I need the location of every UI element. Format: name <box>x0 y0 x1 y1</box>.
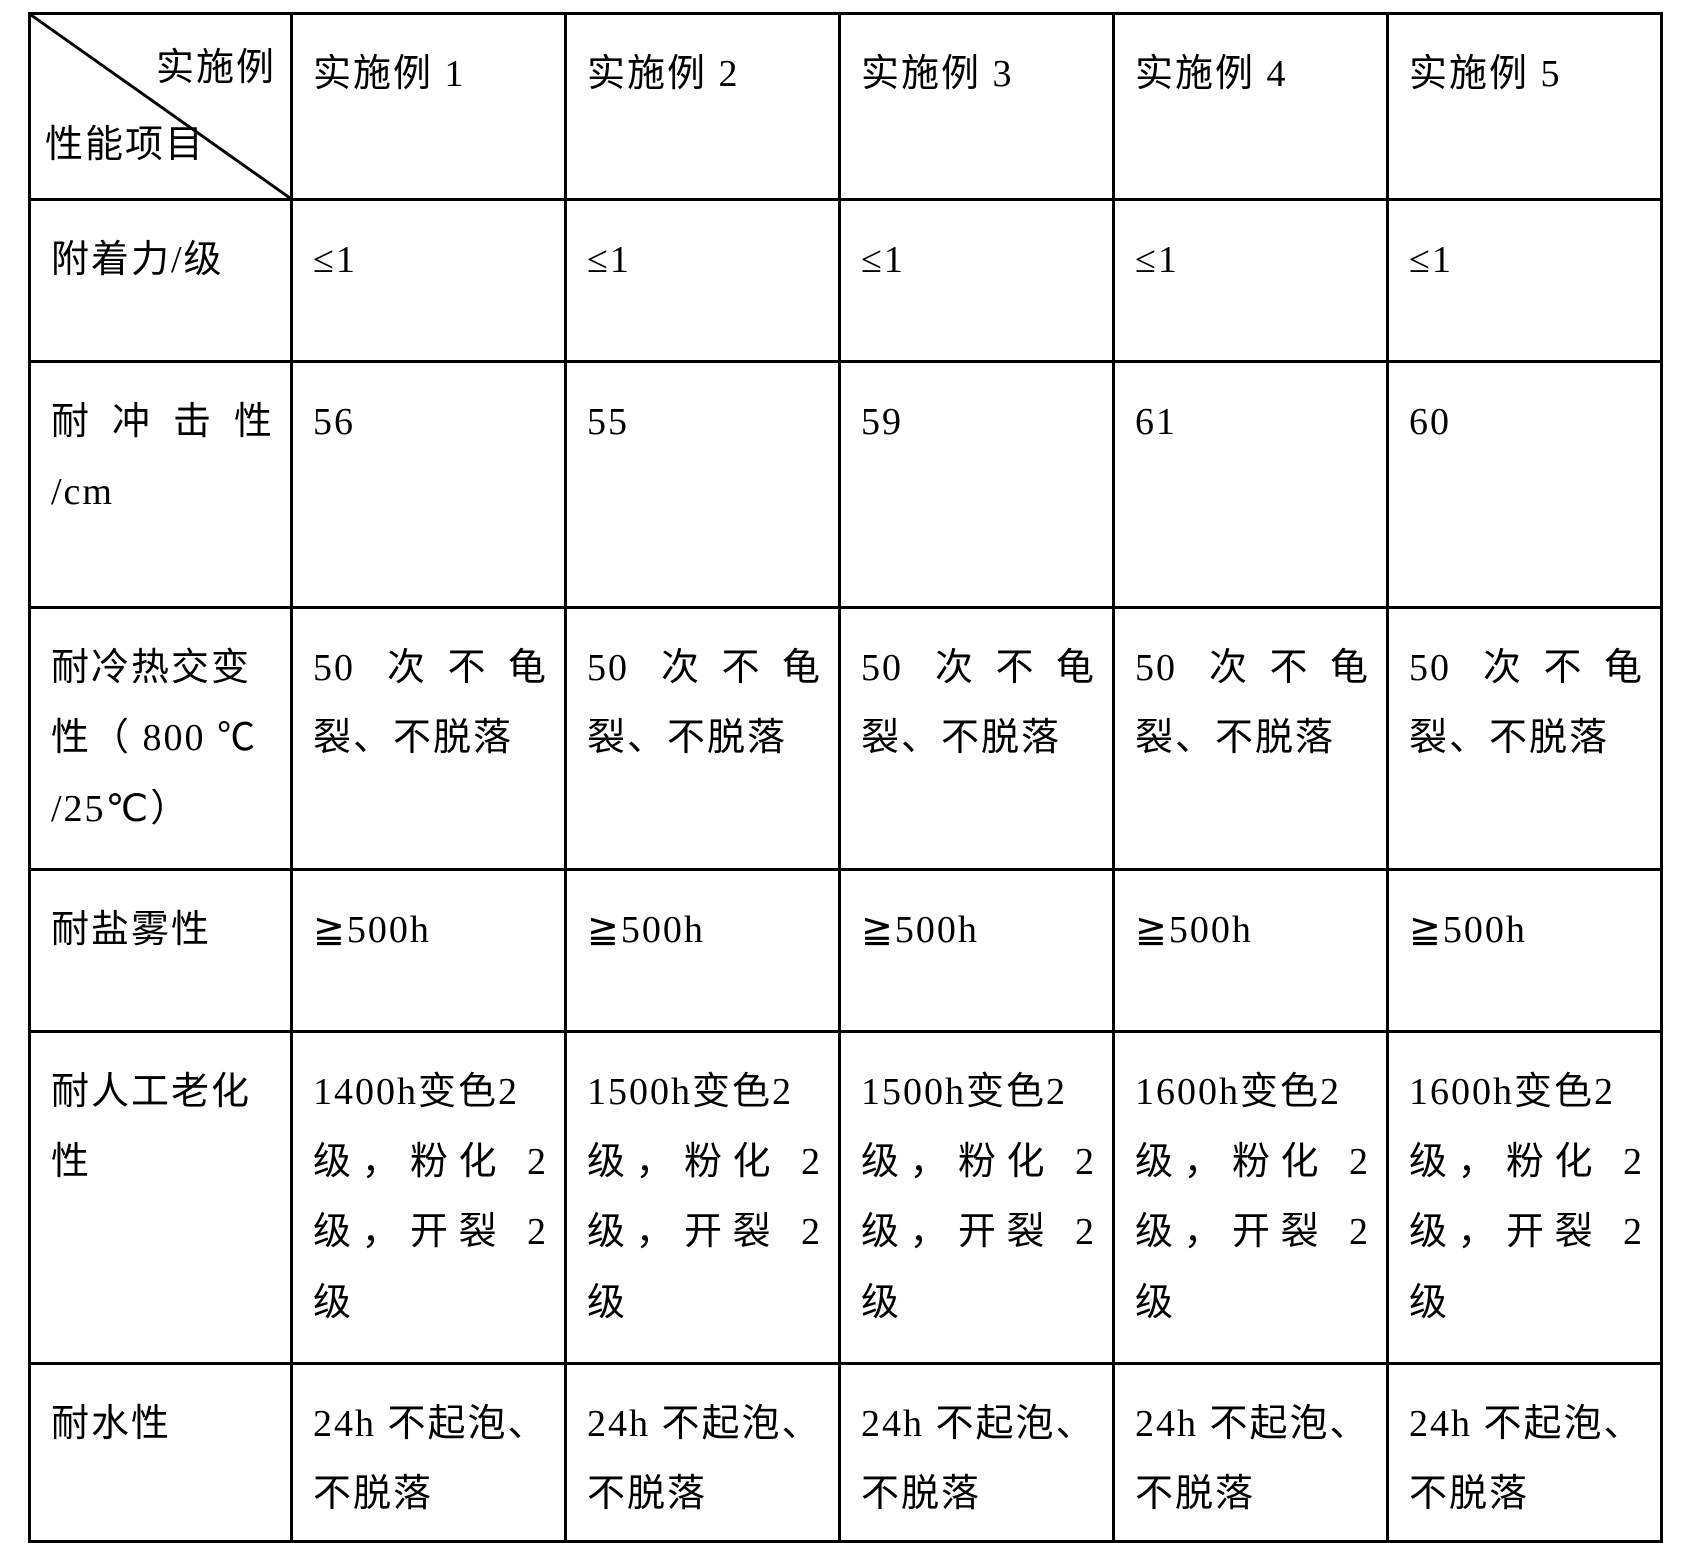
row-label: 附着力/级 <box>30 200 292 362</box>
row-label-line: /25℃） <box>51 788 190 830</box>
cell: ≤1 <box>1114 200 1388 362</box>
cell: ≤1 <box>840 200 1114 362</box>
cell-line: 不脱落 <box>1409 1473 1529 1515</box>
cell-line: 裂、不脱落 <box>861 717 1061 759</box>
cell: ≤1 <box>1388 200 1662 362</box>
row-label-line: 耐冲击性 <box>51 387 274 457</box>
cell: ≧500h <box>292 869 566 1031</box>
cell-line: 1600h变色2 <box>1409 1071 1615 1113</box>
table-row: 耐盐雾性 ≧500h ≧500h ≧500h ≧500h ≧500h <box>30 869 1662 1031</box>
table-header-row: 实施例 性能项目 实施例 1 实施例 2 实施例 3 实施例 4 实施例 5 <box>30 14 1662 200</box>
cell: 50 次不龟 裂、不脱落 <box>566 608 840 870</box>
cell-line: 裂、不脱落 <box>1135 717 1335 759</box>
cell-line: 1500h变色2 <box>587 1071 793 1113</box>
cell-line: 50 次不龟 <box>1409 633 1644 703</box>
cell-line: 级，开裂 2 <box>1135 1197 1370 1267</box>
cell-line: 级，粉化 2 <box>313 1127 548 1197</box>
cell: 1600h变色2 级，粉化 2 级，开裂 2 级 <box>1388 1031 1662 1363</box>
cell: 50 次不龟 裂、不脱落 <box>1388 608 1662 870</box>
cell-line: 不脱落 <box>1135 1473 1255 1515</box>
header-bottom-label: 性能项目 <box>45 110 205 180</box>
cell-line: 24h 不起泡、 <box>1135 1403 1370 1445</box>
cell-line: 级 <box>313 1282 353 1324</box>
cell: ≧500h <box>1114 869 1388 1031</box>
cell: ≧500h <box>1388 869 1662 1031</box>
cell: 50 次不龟 裂、不脱落 <box>292 608 566 870</box>
cell-line: 裂、不脱落 <box>313 717 513 759</box>
cell-line: 级，开裂 2 <box>587 1197 822 1267</box>
row-label-line: 性 <box>51 1141 91 1183</box>
cell: ≧500h <box>840 869 1114 1031</box>
row-label: 耐冲击性 /cm <box>30 362 292 608</box>
cell: 55 <box>566 362 840 608</box>
cell-line: 24h 不起泡、 <box>861 1403 1096 1445</box>
cell: 1500h变色2 级，粉化 2 级，开裂 2 级 <box>840 1031 1114 1363</box>
cell: ≧500h <box>566 869 840 1031</box>
col-header: 实施例 5 <box>1388 14 1662 200</box>
cell-line: 1400h变色2 <box>313 1071 519 1113</box>
cell-line: 不脱落 <box>587 1473 707 1515</box>
cell-line: 1500h变色2 <box>861 1071 1067 1113</box>
cell-line: 不脱落 <box>313 1473 433 1515</box>
cell: 24h 不起泡、 不脱落 <box>1388 1364 1662 1542</box>
cell-line: 级 <box>1135 1282 1175 1324</box>
col-header: 实施例 2 <box>566 14 840 200</box>
cell-line: 1600h变色2 <box>1135 1071 1341 1113</box>
cell-line: 级，开裂 2 <box>861 1197 1096 1267</box>
cell-line: 级 <box>861 1282 901 1324</box>
cell: 1600h变色2 级，粉化 2 级，开裂 2 级 <box>1114 1031 1388 1363</box>
cell: 50 次不龟 裂、不脱落 <box>840 608 1114 870</box>
table-row: 附着力/级 ≤1 ≤1 ≤1 ≤1 ≤1 <box>30 200 1662 362</box>
row-label: 耐盐雾性 <box>30 869 292 1031</box>
cell-line: 50 次不龟 <box>861 633 1096 703</box>
cell: 24h 不起泡、 不脱落 <box>840 1364 1114 1542</box>
col-header: 实施例 3 <box>840 14 1114 200</box>
cell-line: 级 <box>1409 1282 1449 1324</box>
cell-line: 级，粉化 2 <box>861 1127 1096 1197</box>
row-label-line: 耐人工老化 <box>51 1071 251 1113</box>
cell: 61 <box>1114 362 1388 608</box>
cell: ≤1 <box>566 200 840 362</box>
row-label-line: 性（ 800 ℃ <box>51 717 257 759</box>
performance-table: 实施例 性能项目 实施例 1 实施例 2 实施例 3 实施例 4 实施例 5 附… <box>28 12 1663 1543</box>
cell-line: 裂、不脱落 <box>587 717 787 759</box>
cell-line: 级，开裂 2 <box>1409 1197 1644 1267</box>
cell-line: 级，粉化 2 <box>1409 1127 1644 1197</box>
cell: 60 <box>1388 362 1662 608</box>
table-row: 耐人工老化 性 1400h变色2 级，粉化 2 级，开裂 2 级 1500h变色… <box>30 1031 1662 1363</box>
diagonal-header-cell: 实施例 性能项目 <box>30 14 292 200</box>
cell-line: 50 次不龟 <box>313 633 548 703</box>
row-label: 耐人工老化 性 <box>30 1031 292 1363</box>
cell: 24h 不起泡、 不脱落 <box>292 1364 566 1542</box>
cell-line: 24h 不起泡、 <box>313 1403 548 1445</box>
cell: 1400h变色2 级，粉化 2 级，开裂 2 级 <box>292 1031 566 1363</box>
table-row: 耐水性 24h 不起泡、 不脱落 24h 不起泡、 不脱落 24h 不起泡、 不… <box>30 1364 1662 1542</box>
header-top-label: 实施例 <box>156 33 276 103</box>
cell: 1500h变色2 级，粉化 2 级，开裂 2 级 <box>566 1031 840 1363</box>
col-header: 实施例 4 <box>1114 14 1388 200</box>
cell-line: 级，粉化 2 <box>587 1127 822 1197</box>
cell: 24h 不起泡、 不脱落 <box>1114 1364 1388 1542</box>
cell-line: 级，开裂 2 <box>313 1197 548 1267</box>
row-label: 耐水性 <box>30 1364 292 1542</box>
cell-line: 级 <box>587 1282 627 1324</box>
cell-line: 裂、不脱落 <box>1409 717 1609 759</box>
cell-line: 50 次不龟 <box>587 633 822 703</box>
cell: ≤1 <box>292 200 566 362</box>
cell-line: 24h 不起泡、 <box>1409 1403 1644 1445</box>
row-label-line: /cm <box>51 471 114 513</box>
cell: 56 <box>292 362 566 608</box>
table-row: 耐冲击性 /cm 56 55 59 61 60 <box>30 362 1662 608</box>
cell: 59 <box>840 362 1114 608</box>
cell: 50 次不龟 裂、不脱落 <box>1114 608 1388 870</box>
row-label-line: 耐冷热交变 <box>51 647 251 689</box>
col-header: 实施例 1 <box>292 14 566 200</box>
table-row: 耐冷热交变 性（ 800 ℃ /25℃） 50 次不龟 裂、不脱落 50 次不龟… <box>30 608 1662 870</box>
row-label: 耐冷热交变 性（ 800 ℃ /25℃） <box>30 608 292 870</box>
cell-line: 不脱落 <box>861 1473 981 1515</box>
cell-line: 24h 不起泡、 <box>587 1403 822 1445</box>
cell: 24h 不起泡、 不脱落 <box>566 1364 840 1542</box>
cell-line: 级，粉化 2 <box>1135 1127 1370 1197</box>
cell-line: 50 次不龟 <box>1135 633 1370 703</box>
